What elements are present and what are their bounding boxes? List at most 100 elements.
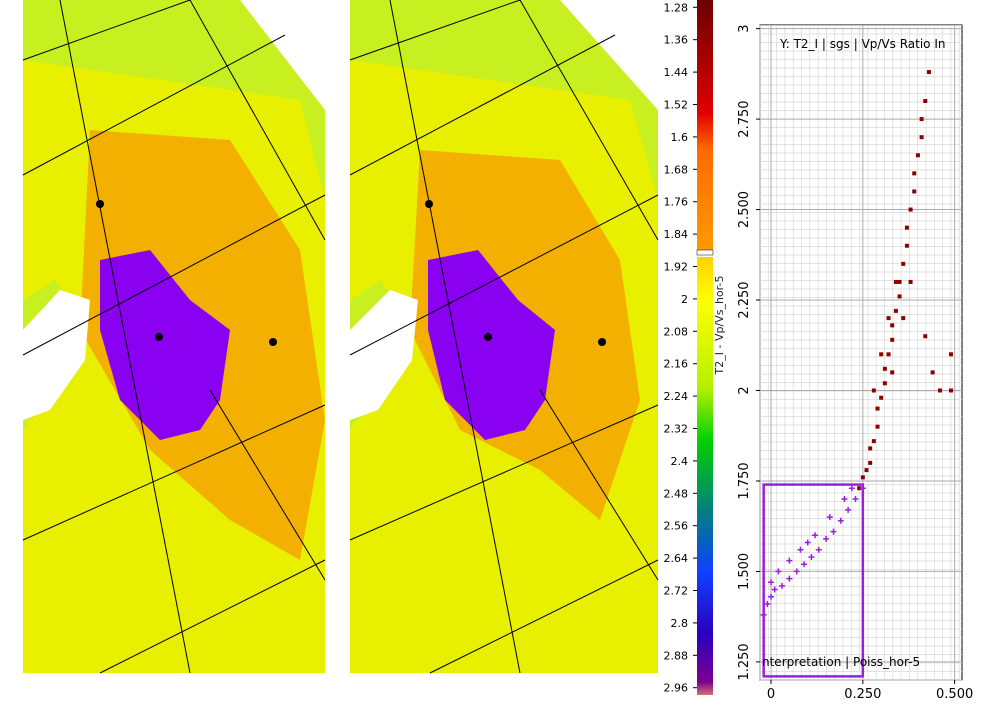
point — [860, 475, 865, 480]
colorbar-tick-label: 2.16 — [664, 358, 689, 371]
point — [912, 171, 917, 176]
point — [904, 225, 909, 230]
point — [912, 189, 917, 194]
point — [901, 261, 906, 266]
point — [868, 460, 873, 465]
point — [886, 352, 891, 357]
point — [871, 388, 876, 393]
y-tick-label: 1.750 — [737, 462, 752, 499]
point — [793, 568, 800, 575]
point — [882, 381, 887, 386]
colorbar-tick-label: 1.84 — [664, 228, 689, 241]
point — [930, 370, 935, 375]
y-tick-label: 2.250 — [737, 281, 752, 318]
colorbar-tick-label: 2.08 — [664, 325, 689, 338]
colorbar-tick-label: 1.52 — [664, 98, 689, 111]
chart-title: Y: T2_I | sgs | Vp/Vs Ratio In — [779, 37, 945, 51]
point — [923, 334, 928, 339]
colorbar: T2_I - Vp/Vs_hor-5 — [696, 0, 726, 695]
point — [815, 546, 822, 553]
point — [908, 279, 913, 284]
point — [882, 366, 887, 371]
point — [779, 582, 786, 589]
point — [890, 337, 895, 342]
point — [897, 294, 902, 299]
y-tick-label: 2 — [737, 386, 752, 394]
point — [890, 370, 895, 375]
map-left — [22, 0, 326, 674]
point — [830, 528, 837, 535]
point — [868, 446, 873, 451]
point — [937, 388, 942, 393]
point — [915, 153, 920, 158]
point — [864, 468, 869, 473]
y-tick-label: 3 — [737, 24, 752, 32]
point — [786, 557, 793, 564]
point — [768, 593, 775, 600]
point — [801, 561, 808, 568]
x-tick-label: 0.500 — [936, 687, 973, 702]
point — [926, 70, 931, 75]
colorbar-tick-label: 1.44 — [664, 66, 689, 79]
y-tick-label: 1.500 — [737, 553, 752, 590]
point — [919, 117, 924, 122]
map-right — [349, 0, 659, 674]
point — [808, 553, 815, 560]
point — [764, 601, 771, 608]
point — [875, 424, 880, 429]
point — [845, 506, 852, 513]
colorbar-tick-label: 2.32 — [664, 423, 689, 436]
y-tick-label: 1.250 — [737, 643, 752, 680]
point — [775, 568, 782, 575]
colorbar-tick-label: 2.24 — [664, 390, 689, 403]
point — [893, 279, 898, 284]
colorbar-label: T2_I - Vp/Vs_hor-5 — [713, 276, 726, 376]
point — [848, 485, 855, 492]
point — [904, 243, 909, 248]
colorbar-tick-label: 1.68 — [664, 163, 689, 176]
point — [841, 496, 848, 503]
point — [875, 406, 880, 411]
y-tick-label: 2.750 — [737, 100, 752, 137]
colorbar-tick-label: 1.76 — [664, 196, 689, 209]
point — [871, 439, 876, 444]
point — [886, 316, 891, 321]
point — [804, 539, 811, 546]
point — [812, 532, 819, 539]
colorbar-tick-label: 2.96 — [664, 682, 689, 695]
colorbar-tick-label: 2 — [681, 293, 688, 306]
annotation: nterpretation | Poiss_hor-5 — [762, 655, 920, 669]
x-tick-label: 0 — [767, 687, 775, 702]
point — [893, 308, 898, 313]
point — [797, 546, 804, 553]
point — [948, 352, 953, 357]
selection-box — [762, 483, 865, 678]
colorbar-tick-label: 2.4 — [671, 455, 689, 468]
point — [786, 575, 793, 582]
point — [901, 316, 906, 321]
point — [852, 496, 859, 503]
colorbar-tick-label: 1.92 — [664, 260, 689, 273]
colorbar-tick-label: 2.56 — [664, 520, 689, 533]
colorbar-tick-label: 2.88 — [664, 649, 689, 662]
colorbar-tick-label: 2.8 — [671, 617, 689, 630]
colorbar-tick-label: 1.36 — [664, 34, 689, 47]
colorbar-tick-label: 1.28 — [664, 1, 689, 14]
point — [890, 323, 895, 328]
point — [826, 514, 833, 521]
colorbar-tick-label: 2.72 — [664, 585, 689, 598]
point — [908, 207, 913, 212]
scatter-plot: 0 0.250 0.500 1.250 1.500 1.750 2 2.250 2.500 2.7… — [737, 24, 973, 702]
point — [948, 388, 953, 393]
x-tick-label: 0.250 — [844, 687, 881, 702]
point — [771, 586, 778, 593]
point — [857, 486, 862, 491]
point — [923, 98, 928, 103]
point — [919, 135, 924, 140]
colorbar-tick-label: 2.64 — [664, 552, 689, 565]
point — [823, 535, 830, 542]
point — [768, 579, 775, 586]
point — [879, 352, 884, 357]
colorbar-tick-label: 2.48 — [664, 487, 689, 500]
